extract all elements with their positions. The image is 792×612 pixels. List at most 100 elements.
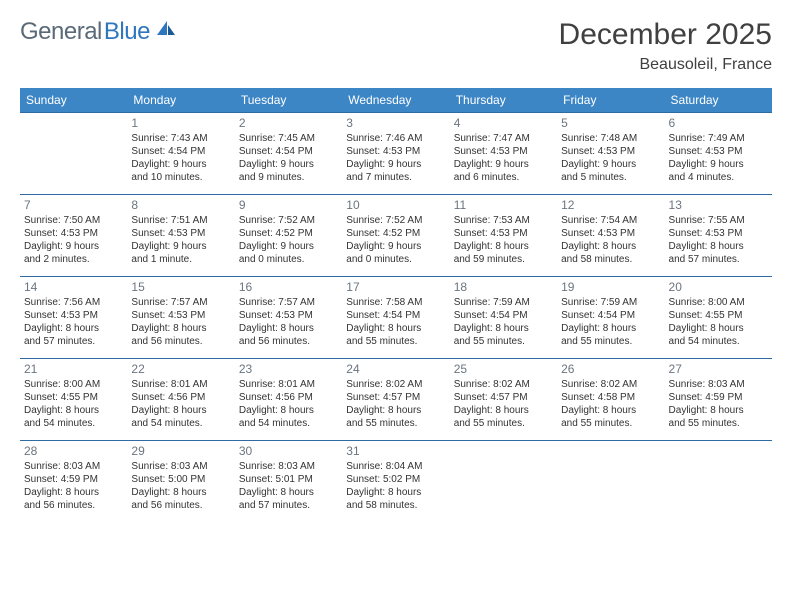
sunset-text: Sunset: 4:53 PM xyxy=(561,228,660,241)
daylight-text: and 9 minutes. xyxy=(239,172,338,185)
calendar-empty-cell xyxy=(557,441,664,523)
sunrise-text: Sunrise: 7:51 AM xyxy=(131,215,230,228)
calendar-day-cell: 3Sunrise: 7:46 AMSunset: 4:53 PMDaylight… xyxy=(342,113,449,195)
calendar-empty-cell xyxy=(665,441,772,523)
daylight-text: and 55 minutes. xyxy=(561,418,660,431)
daylight-text: and 55 minutes. xyxy=(346,418,445,431)
logo-sail-icon xyxy=(155,19,177,37)
calendar-day-cell: 23Sunrise: 8:01 AMSunset: 4:56 PMDayligh… xyxy=(235,359,342,441)
calendar-day-cell: 8Sunrise: 7:51 AMSunset: 4:53 PMDaylight… xyxy=(127,195,234,277)
calendar-day-cell: 25Sunrise: 8:02 AMSunset: 4:57 PMDayligh… xyxy=(450,359,557,441)
sunset-text: Sunset: 4:53 PM xyxy=(454,146,553,159)
sunrise-text: Sunrise: 8:02 AM xyxy=(561,379,660,392)
day-number: 17 xyxy=(346,280,445,295)
sunset-text: Sunset: 4:53 PM xyxy=(131,310,230,323)
calendar-table: SundayMondayTuesdayWednesdayThursdayFrid… xyxy=(20,88,772,523)
daylight-text: and 58 minutes. xyxy=(346,500,445,513)
daylight-text: Daylight: 8 hours xyxy=(24,323,123,336)
calendar-day-cell: 14Sunrise: 7:56 AMSunset: 4:53 PMDayligh… xyxy=(20,277,127,359)
calendar-week-row: 1Sunrise: 7:43 AMSunset: 4:54 PMDaylight… xyxy=(20,113,772,195)
calendar-week-row: 21Sunrise: 8:00 AMSunset: 4:55 PMDayligh… xyxy=(20,359,772,441)
sunset-text: Sunset: 4:58 PM xyxy=(561,392,660,405)
calendar-day-cell: 30Sunrise: 8:03 AMSunset: 5:01 PMDayligh… xyxy=(235,441,342,523)
day-number: 25 xyxy=(454,362,553,377)
weekday-header: Monday xyxy=(127,88,234,113)
daylight-text: and 59 minutes. xyxy=(454,254,553,267)
daylight-text: and 55 minutes. xyxy=(561,336,660,349)
day-number: 14 xyxy=(24,280,123,295)
sunrise-text: Sunrise: 8:01 AM xyxy=(239,379,338,392)
day-number: 9 xyxy=(239,198,338,213)
daylight-text: and 56 minutes. xyxy=(24,500,123,513)
daylight-text: Daylight: 9 hours xyxy=(346,241,445,254)
daylight-text: Daylight: 8 hours xyxy=(454,323,553,336)
daylight-text: Daylight: 8 hours xyxy=(669,241,768,254)
sunrise-text: Sunrise: 7:56 AM xyxy=(24,297,123,310)
daylight-text: Daylight: 8 hours xyxy=(669,405,768,418)
day-number: 5 xyxy=(561,116,660,131)
daylight-text: Daylight: 8 hours xyxy=(131,405,230,418)
sunset-text: Sunset: 4:53 PM xyxy=(561,146,660,159)
sunrise-text: Sunrise: 7:49 AM xyxy=(669,133,768,146)
sunrise-text: Sunrise: 7:59 AM xyxy=(561,297,660,310)
calendar-week-row: 28Sunrise: 8:03 AMSunset: 4:59 PMDayligh… xyxy=(20,441,772,523)
sunset-text: Sunset: 4:52 PM xyxy=(346,228,445,241)
sunrise-text: Sunrise: 8:03 AM xyxy=(669,379,768,392)
sunrise-text: Sunrise: 7:50 AM xyxy=(24,215,123,228)
daylight-text: Daylight: 9 hours xyxy=(239,159,338,172)
sunrise-text: Sunrise: 8:03 AM xyxy=(239,461,338,474)
calendar-day-cell: 11Sunrise: 7:53 AMSunset: 4:53 PMDayligh… xyxy=(450,195,557,277)
day-number: 15 xyxy=(131,280,230,295)
daylight-text: Daylight: 8 hours xyxy=(346,405,445,418)
sunrise-text: Sunrise: 7:57 AM xyxy=(131,297,230,310)
calendar-day-cell: 18Sunrise: 7:59 AMSunset: 4:54 PMDayligh… xyxy=(450,277,557,359)
sunset-text: Sunset: 4:54 PM xyxy=(454,310,553,323)
day-number: 27 xyxy=(669,362,768,377)
daylight-text: and 0 minutes. xyxy=(239,254,338,267)
sunset-text: Sunset: 4:54 PM xyxy=(239,146,338,159)
calendar-page: GeneralBlue December 2025 Beausoleil, Fr… xyxy=(0,0,792,523)
daylight-text: and 57 minutes. xyxy=(669,254,768,267)
sunset-text: Sunset: 4:53 PM xyxy=(346,146,445,159)
weekday-header: Wednesday xyxy=(342,88,449,113)
daylight-text: and 56 minutes. xyxy=(239,336,338,349)
day-number: 30 xyxy=(239,444,338,459)
sunset-text: Sunset: 4:52 PM xyxy=(239,228,338,241)
sunrise-text: Sunrise: 8:03 AM xyxy=(24,461,123,474)
sunrise-text: Sunrise: 7:52 AM xyxy=(346,215,445,228)
sunset-text: Sunset: 4:56 PM xyxy=(131,392,230,405)
sunset-text: Sunset: 4:59 PM xyxy=(669,392,768,405)
day-number: 28 xyxy=(24,444,123,459)
daylight-text: Daylight: 8 hours xyxy=(561,323,660,336)
sunrise-text: Sunrise: 7:48 AM xyxy=(561,133,660,146)
sunrise-text: Sunrise: 8:00 AM xyxy=(669,297,768,310)
sunset-text: Sunset: 5:01 PM xyxy=(239,474,338,487)
sunrise-text: Sunrise: 7:58 AM xyxy=(346,297,445,310)
calendar-day-cell: 29Sunrise: 8:03 AMSunset: 5:00 PMDayligh… xyxy=(127,441,234,523)
sunrise-text: Sunrise: 8:03 AM xyxy=(131,461,230,474)
daylight-text: Daylight: 9 hours xyxy=(131,159,230,172)
weekday-header: Thursday xyxy=(450,88,557,113)
daylight-text: and 55 minutes. xyxy=(454,418,553,431)
calendar-day-cell: 16Sunrise: 7:57 AMSunset: 4:53 PMDayligh… xyxy=(235,277,342,359)
daylight-text: and 56 minutes. xyxy=(131,336,230,349)
daylight-text: Daylight: 9 hours xyxy=(131,241,230,254)
daylight-text: Daylight: 8 hours xyxy=(561,405,660,418)
sunset-text: Sunset: 4:57 PM xyxy=(454,392,553,405)
daylight-text: Daylight: 8 hours xyxy=(561,241,660,254)
sunset-text: Sunset: 4:57 PM xyxy=(346,392,445,405)
daylight-text: and 55 minutes. xyxy=(454,336,553,349)
daylight-text: Daylight: 8 hours xyxy=(346,487,445,500)
daylight-text: Daylight: 8 hours xyxy=(131,487,230,500)
day-number: 11 xyxy=(454,198,553,213)
daylight-text: and 57 minutes. xyxy=(24,336,123,349)
sunset-text: Sunset: 4:53 PM xyxy=(131,228,230,241)
sunset-text: Sunset: 5:00 PM xyxy=(131,474,230,487)
calendar-empty-cell xyxy=(20,113,127,195)
calendar-week-row: 7Sunrise: 7:50 AMSunset: 4:53 PMDaylight… xyxy=(20,195,772,277)
weekday-header: Tuesday xyxy=(235,88,342,113)
calendar-day-cell: 7Sunrise: 7:50 AMSunset: 4:53 PMDaylight… xyxy=(20,195,127,277)
day-number: 16 xyxy=(239,280,338,295)
calendar-day-cell: 9Sunrise: 7:52 AMSunset: 4:52 PMDaylight… xyxy=(235,195,342,277)
day-number: 31 xyxy=(346,444,445,459)
